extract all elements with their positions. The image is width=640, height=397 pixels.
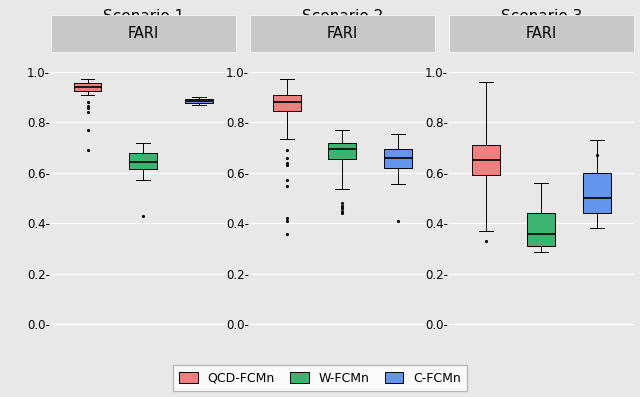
PathPatch shape <box>273 94 301 111</box>
FancyBboxPatch shape <box>250 15 435 52</box>
PathPatch shape <box>384 149 412 168</box>
Text: FARI: FARI <box>327 26 358 41</box>
PathPatch shape <box>129 153 157 169</box>
Title: Scenario 3: Scenario 3 <box>500 9 582 24</box>
PathPatch shape <box>328 143 356 159</box>
FancyBboxPatch shape <box>51 15 236 52</box>
Text: FARI: FARI <box>128 26 159 41</box>
Title: Scenario 1: Scenario 1 <box>103 9 184 24</box>
PathPatch shape <box>74 83 102 91</box>
PathPatch shape <box>472 145 500 175</box>
FancyBboxPatch shape <box>449 15 634 52</box>
Legend: QCD-FCMn, W-FCMn, C-FCMn: QCD-FCMn, W-FCMn, C-FCMn <box>173 365 467 391</box>
PathPatch shape <box>583 173 611 213</box>
PathPatch shape <box>527 213 556 246</box>
Title: Scenario 2: Scenario 2 <box>302 9 383 24</box>
PathPatch shape <box>185 99 213 103</box>
Text: FARI: FARI <box>526 26 557 41</box>
